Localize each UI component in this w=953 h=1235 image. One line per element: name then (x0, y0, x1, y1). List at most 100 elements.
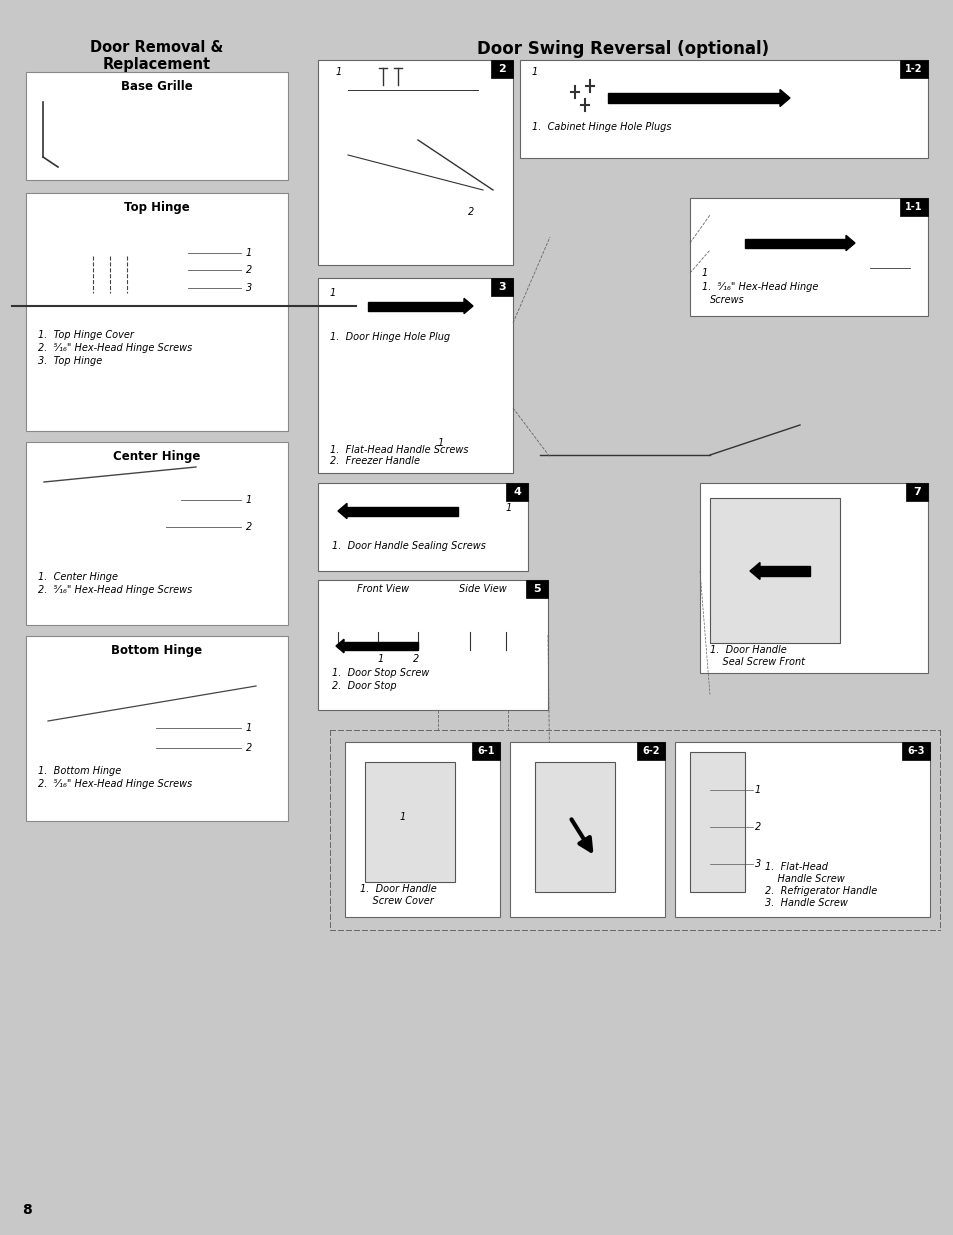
Polygon shape (108, 114, 120, 161)
Polygon shape (48, 492, 181, 526)
Polygon shape (486, 511, 498, 538)
Text: 1.  Door Stop Screw: 1. Door Stop Screw (332, 668, 429, 678)
Text: 2: 2 (754, 823, 760, 832)
Circle shape (129, 503, 143, 517)
Bar (491, 61, 513, 78)
Text: Door Removal &
Replacement: Door Removal & Replacement (91, 40, 223, 73)
Polygon shape (368, 368, 428, 443)
Circle shape (843, 91, 851, 99)
Circle shape (870, 228, 878, 237)
Bar (505, 483, 527, 501)
Text: 1: 1 (246, 495, 252, 505)
Circle shape (698, 860, 707, 869)
Bar (317, 278, 513, 473)
Circle shape (885, 236, 893, 245)
Circle shape (903, 245, 911, 252)
Polygon shape (168, 114, 180, 161)
Polygon shape (91, 721, 156, 766)
Text: 2: 2 (246, 266, 252, 275)
Bar (345, 742, 499, 918)
Polygon shape (372, 610, 384, 622)
Polygon shape (36, 766, 235, 778)
Bar (317, 61, 513, 266)
Bar (535, 762, 615, 892)
Polygon shape (780, 89, 789, 106)
Text: 1: 1 (246, 722, 252, 734)
Text: Base Grille: Base Grille (121, 80, 193, 93)
Polygon shape (36, 472, 48, 572)
Circle shape (385, 811, 395, 823)
Polygon shape (335, 640, 344, 653)
Circle shape (482, 303, 489, 309)
Circle shape (842, 559, 852, 571)
Bar (689, 752, 744, 892)
Bar (637, 742, 664, 760)
Text: Screws: Screws (709, 295, 744, 305)
Polygon shape (347, 506, 457, 515)
Polygon shape (558, 820, 709, 835)
Circle shape (805, 88, 813, 96)
Text: Top Hinge: Top Hinge (124, 201, 190, 214)
Bar (26, 636, 288, 821)
Polygon shape (48, 266, 193, 287)
Circle shape (718, 222, 725, 230)
Polygon shape (467, 511, 478, 538)
Text: 1: 1 (399, 811, 406, 823)
Polygon shape (337, 517, 497, 531)
Polygon shape (88, 114, 100, 161)
Bar (365, 762, 455, 882)
Polygon shape (68, 114, 80, 161)
Text: 1.  Cabinet Hinge Hole Plugs: 1. Cabinet Hinge Hole Plugs (532, 122, 671, 132)
Text: 2: 2 (413, 655, 418, 664)
Polygon shape (539, 175, 800, 235)
Polygon shape (368, 95, 417, 190)
Polygon shape (412, 610, 423, 622)
Circle shape (391, 429, 400, 438)
Text: 6-2: 6-2 (641, 746, 659, 756)
Bar (317, 580, 547, 710)
Text: 1.  ⁵⁄₁₆" Hex-Head Hinge: 1. ⁵⁄₁₆" Hex-Head Hinge (701, 282, 818, 291)
Bar (689, 198, 927, 316)
Bar (18, 19, 295, 958)
Text: 1-1: 1-1 (904, 203, 922, 212)
Text: 4: 4 (513, 487, 520, 496)
Circle shape (389, 146, 396, 154)
Text: 1: 1 (754, 785, 760, 795)
Text: 2.  ⁵⁄₁₆" Hex-Head Hinge Screws: 2. ⁵⁄₁₆" Hex-Head Hinge Screws (38, 343, 193, 353)
Text: 7: 7 (912, 487, 920, 496)
Bar (472, 742, 499, 760)
Polygon shape (58, 157, 243, 170)
Text: Bottom Hinge: Bottom Hinge (112, 643, 202, 657)
Text: Screw Cover: Screw Cover (359, 897, 434, 906)
Text: 1: 1 (330, 288, 335, 298)
Circle shape (707, 242, 716, 249)
Text: Door Swing Reversal (optional): Door Swing Reversal (optional) (476, 40, 768, 58)
Polygon shape (709, 205, 800, 825)
Text: Handle Screw: Handle Screw (764, 874, 843, 884)
Polygon shape (760, 566, 809, 576)
Polygon shape (53, 278, 148, 303)
Bar (899, 61, 927, 78)
Circle shape (538, 450, 551, 461)
Text: 2: 2 (468, 207, 474, 217)
Circle shape (489, 520, 497, 529)
Text: 2: 2 (246, 522, 252, 532)
Bar (519, 61, 927, 158)
Text: 1: 1 (437, 438, 444, 448)
Polygon shape (368, 301, 463, 310)
Polygon shape (208, 114, 220, 161)
Polygon shape (539, 777, 552, 862)
Circle shape (43, 513, 53, 522)
Polygon shape (845, 236, 854, 251)
Circle shape (149, 509, 159, 519)
Polygon shape (456, 622, 527, 632)
Polygon shape (337, 316, 493, 329)
Text: 1.  Door Handle: 1. Door Handle (709, 645, 786, 655)
Circle shape (497, 303, 502, 309)
Text: 1.  Door Hinge Hole Plug: 1. Door Hinge Hole Plug (330, 332, 450, 342)
Polygon shape (500, 610, 511, 622)
Text: 6-3: 6-3 (906, 746, 923, 756)
Bar (675, 742, 929, 918)
Text: 2.  Door Stop: 2. Door Stop (332, 680, 396, 692)
Bar (26, 442, 288, 625)
